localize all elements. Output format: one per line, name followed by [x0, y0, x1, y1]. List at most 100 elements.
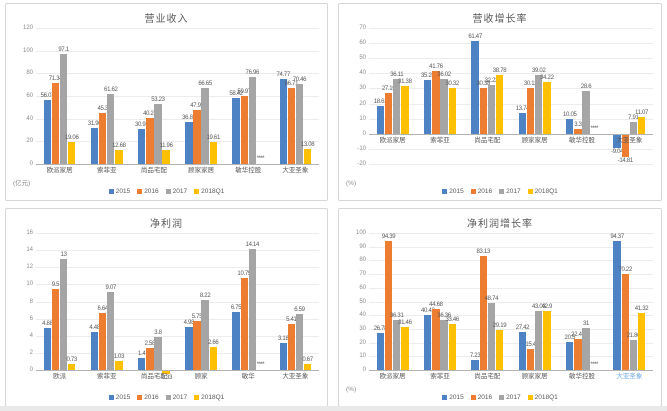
- bar-value-label: 12.68: [112, 142, 126, 149]
- gridline: [369, 342, 653, 344]
- bar-value-label: 9.07: [105, 285, 117, 292]
- y-axis-tick-label: 50: [359, 55, 366, 62]
- category-label: 敏华: [241, 373, 255, 380]
- legend-label: 2018Q1: [534, 394, 558, 401]
- y-axis-tick-label: 10: [26, 281, 33, 288]
- bar-2017: [59, 53, 68, 164]
- axis-unit-label: (亿元): [13, 180, 31, 187]
- bar-2017: [154, 103, 162, 164]
- bar-2015: [185, 327, 193, 370]
- bar-2015: [424, 80, 432, 134]
- bar-value-label: 33.46: [445, 317, 459, 324]
- bar-value-label: 30.12: [523, 81, 538, 88]
- legend-item: 2016: [470, 394, 492, 401]
- bar-2017: [107, 292, 115, 370]
- bar-value-label: 19.06: [64, 135, 79, 142]
- bar-2015: [471, 360, 479, 370]
- category-label: 欧派家居: [379, 136, 406, 144]
- bar-2015: [518, 113, 527, 134]
- bar-value-label: 13: [60, 251, 67, 258]
- bar-value-label: 41.76: [429, 63, 443, 70]
- legend-swatch-icon: [194, 395, 200, 400]
- bar-value-label: 0.67: [302, 357, 313, 364]
- x-axis-line: [369, 133, 653, 135]
- chart-panel-bottom-right: 净利润增长率 0 10 20 30 40 50 60 70 80 90 100 26.78 40.42 7.…: [338, 208, 662, 407]
- legend-swatch-icon: [470, 189, 476, 194]
- bar-2015: [232, 312, 240, 370]
- y-axis-tick-label: 16: [26, 230, 33, 236]
- gridline: [369, 328, 653, 330]
- legend-item: 2016: [137, 188, 159, 195]
- bar-2015: [566, 341, 574, 370]
- bar-value-label: 41.32: [634, 306, 649, 313]
- gridline: [369, 356, 653, 358]
- bar-value-label: 59.97: [237, 89, 251, 96]
- bar-2017: [582, 327, 590, 370]
- gridline: [36, 250, 319, 252]
- bar-2016: [146, 118, 154, 164]
- bar-2017: [248, 76, 256, 164]
- gridline: [369, 315, 653, 317]
- bar-value-label: 94.37: [610, 233, 624, 240]
- legend-item: 2017: [165, 394, 187, 401]
- plot-area: 0 2 4 6 8 10 12 14 16 4.88 4.48 1.4 4.98 6.75 3.18 9.5 6…: [6, 209, 327, 406]
- legend-label: 2018Q1: [201, 394, 225, 401]
- bar-2015: [279, 79, 287, 164]
- bar-2018Q1: [495, 75, 504, 134]
- y-axis-tick-label: 0: [29, 367, 33, 373]
- legend-label: 2015: [449, 394, 464, 401]
- bar-value-label: 56.07: [40, 93, 55, 100]
- bar-value-label: 2.58: [144, 340, 156, 347]
- bar-2017: [535, 74, 543, 134]
- bar-value-label: 3.18: [278, 335, 289, 342]
- bar-2018Q1: [115, 149, 123, 164]
- category-label: 大亚圣象: [282, 167, 309, 174]
- y-axis-tick-label: 4: [29, 332, 33, 339]
- legend-label: 2018Q1: [534, 188, 558, 195]
- axis-unit-label: (%): [346, 386, 357, 393]
- bar-value-label: 28.6: [580, 83, 592, 90]
- y-axis-tick-label: 2: [29, 349, 33, 356]
- bar-2016: [574, 339, 582, 370]
- legend-swatch-icon: [470, 395, 476, 400]
- category-label: 敏华控股: [235, 167, 262, 174]
- bar-value-label: 8.22: [199, 292, 211, 299]
- gridline: [36, 141, 319, 143]
- bar-2015: [43, 328, 52, 370]
- bar-value-label: 97.1: [58, 46, 69, 53]
- bar-value-label: 70.22: [618, 266, 632, 273]
- category-label: 索菲亚: [96, 373, 117, 380]
- bar-2016: [384, 240, 393, 370]
- category-label: 大亚圣象: [282, 373, 309, 380]
- bar-2015: [424, 314, 432, 370]
- bar-value-label: 11.96: [159, 143, 173, 150]
- legend-item: 2018Q1: [194, 188, 224, 195]
- bar-value-label: 5.41: [286, 316, 297, 323]
- bar-value-label: 20.5: [564, 334, 576, 341]
- missing-value-marker: ****: [256, 156, 265, 162]
- legend-item: 2015: [108, 188, 130, 195]
- bar-value-label: 0.73: [66, 356, 77, 363]
- bar-value-label: 36.36: [437, 313, 451, 320]
- bar-2015: [566, 118, 574, 134]
- bar-2016: [432, 308, 440, 370]
- category-label: 大亚圣象: [616, 136, 643, 144]
- bar-value-label: 27.19: [381, 85, 396, 92]
- bar-value-label: 58.42: [229, 90, 243, 97]
- bar-value-label: 76.96: [245, 69, 260, 76]
- bar-value-label: 53.23: [151, 96, 165, 103]
- bar-2016: [240, 96, 248, 164]
- bar-2018Q1: [448, 324, 456, 370]
- category-label: 敏华控股: [568, 136, 595, 144]
- bar-value-label: 9.5: [51, 281, 60, 288]
- bar-value-label: 40.26: [143, 111, 157, 118]
- bar-value-label: 10.05: [563, 111, 577, 118]
- bar-value-label: 13.74: [515, 106, 530, 112]
- bar-value-label: 38.78: [492, 68, 507, 75]
- bar-2015: [376, 333, 385, 370]
- bar-value-label: 7.91: [628, 114, 639, 121]
- gridline: [36, 352, 319, 354]
- bar-2015: [376, 105, 385, 134]
- bar-2018Q1: [162, 150, 170, 164]
